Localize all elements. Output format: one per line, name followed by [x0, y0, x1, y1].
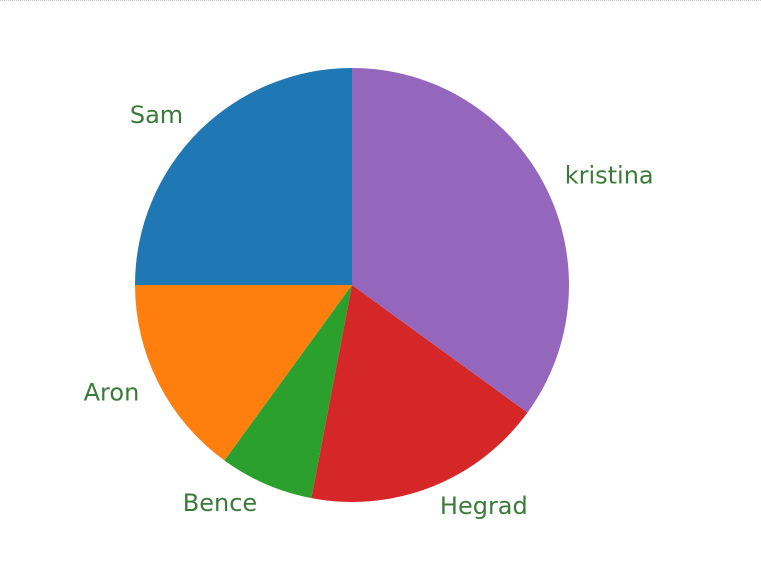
pie-label-hegrad: Hegrad [440, 492, 528, 520]
pie-label-kristina: kristina [565, 162, 654, 190]
pie-slice-kristina [352, 68, 570, 413]
pie-label-bence: Bence [183, 489, 257, 517]
pie-slice-sam [135, 68, 352, 285]
top-border [0, 0, 761, 4]
pie-slices [135, 68, 570, 503]
pie-slice-bence [224, 285, 352, 499]
pie-slice-hegrad [311, 285, 528, 503]
pie-label-sam: Sam [130, 101, 183, 129]
pie-labels: Sam Aron Bence Hegrad kristina [84, 101, 654, 520]
pie-label-aron: Aron [84, 378, 140, 406]
pie-slice-aron [135, 285, 352, 461]
